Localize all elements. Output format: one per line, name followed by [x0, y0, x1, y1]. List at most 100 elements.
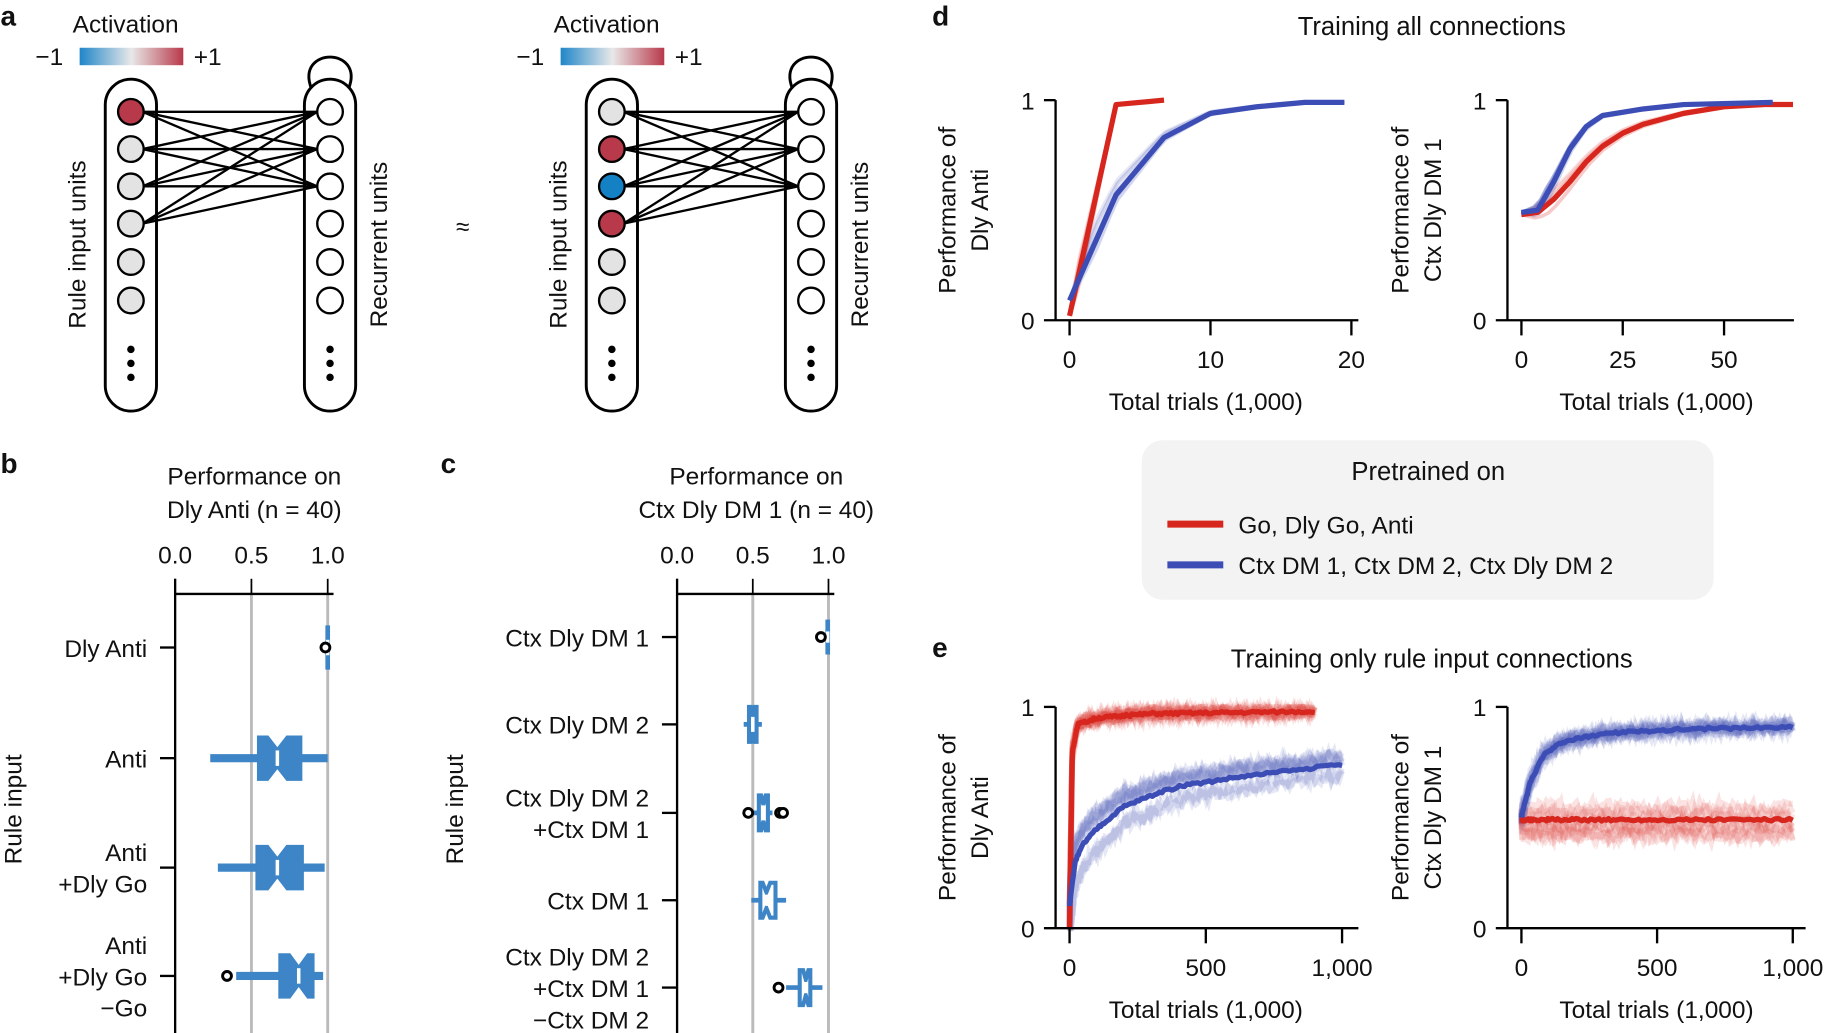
category-label: Anti	[105, 933, 147, 960]
ellipsis-dot	[807, 359, 815, 368]
y-tick-label: 1	[1473, 695, 1487, 722]
recurrent-unit	[797, 172, 825, 201]
panel-label-a: a	[0, 1, 16, 32]
outlier-point	[772, 981, 785, 994]
x-tick-label: 0.0	[158, 543, 192, 570]
individual-run-line	[1066, 749, 1345, 903]
mean-series-line	[1067, 99, 1345, 302]
y-tick-label: 0	[1021, 309, 1035, 336]
line-chart-e-left: 0 1 0 500 1,000 Total trials (1,000) Performan…	[934, 695, 1372, 1024]
y-axis-label: Rule input	[0, 754, 27, 864]
ellipsis-dot	[807, 345, 815, 354]
recurrent-layer-column	[302, 77, 358, 413]
x-tick-label: 0.0	[660, 543, 694, 570]
colorbar	[79, 47, 184, 66]
x-axis-label: Total trials (1,000)	[1559, 997, 1753, 1024]
outlier-point	[777, 807, 789, 819]
x-tick-label: 0	[1063, 955, 1077, 982]
outlier-point	[319, 641, 332, 654]
individual-run-line	[1518, 816, 1796, 851]
recurrent-units-label: Recurrent units	[847, 162, 874, 328]
x-tick-label: 0	[1515, 347, 1529, 374]
individual-run-line	[1067, 98, 1165, 317]
category-label: Anti	[105, 746, 147, 773]
colorbar-min-label: −1	[516, 44, 544, 71]
y-axis-label: Dly Anti	[967, 169, 994, 252]
rule-input-unit	[597, 248, 626, 277]
x-tick-label: 50	[1710, 347, 1737, 374]
mean-series-line	[1066, 97, 1165, 317]
ellipsis-dot	[127, 345, 135, 354]
individual-run-line	[1066, 745, 1345, 913]
rule-input-unit	[597, 172, 626, 201]
y-axis-label: Performance of	[1387, 126, 1414, 293]
individual-run-line	[1067, 98, 1165, 317]
y-tick-label: 0	[1473, 917, 1487, 944]
panel-d-title: Training all connections	[1298, 13, 1566, 41]
individual-run-line	[1066, 751, 1343, 905]
rule-input-unit	[116, 209, 145, 238]
category-label: +Dly Go	[58, 872, 147, 899]
ellipsis-dot	[326, 345, 334, 354]
panel-label-d: d	[932, 1, 949, 32]
legend-item-label: Ctx DM 1, Ctx DM 2, Ctx Dly DM 2	[1238, 553, 1613, 580]
connection-line	[623, 185, 799, 225]
recurrent-unit	[797, 209, 825, 238]
individual-run-line	[1066, 764, 1345, 932]
colorbar-title: Activation	[554, 12, 660, 39]
legend: Pretrained on Go, Dly Go, Anti Ctx DM 1,…	[1141, 440, 1714, 600]
connection-line	[623, 110, 799, 188]
rule-input-unit	[116, 97, 145, 126]
rule-input-unit	[597, 209, 626, 238]
recurrent-unit	[797, 248, 825, 277]
x-tick-label: 1.0	[811, 543, 845, 570]
rule-input-unit	[597, 97, 626, 126]
mean-series-line	[1066, 708, 1316, 929]
recurrent-unit	[797, 135, 825, 164]
category-label: +Dly Go	[58, 964, 147, 991]
x-tick-label: 1.0	[311, 543, 345, 570]
box	[278, 953, 315, 999]
ellipsis-dot	[326, 373, 334, 382]
individual-run-line	[1067, 98, 1165, 317]
x-tick-label: 500	[1637, 955, 1678, 982]
category-label: Anti	[105, 840, 147, 867]
individual-run-line	[1518, 807, 1796, 841]
charts: 0.0 0.5 1.0 Rule input Dly Anti Anti Anti +Dly …	[0, 88, 1823, 1033]
x-tick-label: 10	[1197, 347, 1224, 374]
individual-run-line	[1066, 746, 1345, 907]
x-tick-label: 0	[1063, 347, 1077, 374]
y-axis-label: Ctx Dly DM 1	[1420, 138, 1447, 282]
individual-run-line	[1067, 98, 1165, 317]
panel-e-title: Training only rule input connections	[1231, 645, 1633, 673]
x-tick-label: 1,000	[1311, 955, 1372, 982]
colorbar-max-label: +1	[194, 44, 222, 71]
individual-run-line	[1066, 697, 1317, 932]
category-label: +Ctx DM 1	[533, 817, 649, 844]
mean-series-line	[1518, 723, 1794, 820]
x-axis-label: Total trials (1,000)	[1109, 997, 1303, 1024]
connection-line	[623, 147, 799, 225]
category-label: Ctx Dly DM 1	[505, 625, 649, 652]
category-label: Ctx DM 1	[547, 889, 649, 916]
panel-c-title-line-2: Ctx Dly DM 1 (n = 40)	[638, 497, 874, 524]
box	[256, 735, 303, 781]
individual-run-line	[1067, 98, 1165, 317]
x-axis-label: Total trials (1,000)	[1559, 389, 1753, 416]
individual-run-line	[1518, 790, 1793, 825]
panel-c-title-line-1: Performance on	[669, 463, 843, 490]
legend-box	[1141, 440, 1714, 600]
ellipsis-dot	[608, 373, 616, 382]
x-axis-label: Total trials (1,000)	[1109, 389, 1303, 416]
rule-input-unit	[597, 286, 626, 315]
colorbar-min-label: −1	[35, 44, 63, 71]
recurrent-loop-arrow	[307, 55, 353, 90]
approx-symbol: ≈	[456, 214, 469, 241]
input-layer-column	[103, 77, 158, 413]
connection-line	[623, 110, 799, 151]
x-tick-label: 25	[1609, 347, 1636, 374]
recurrent-unit	[797, 286, 825, 315]
x-tick-label: 20	[1338, 347, 1365, 374]
rule-input-unit	[116, 286, 145, 315]
